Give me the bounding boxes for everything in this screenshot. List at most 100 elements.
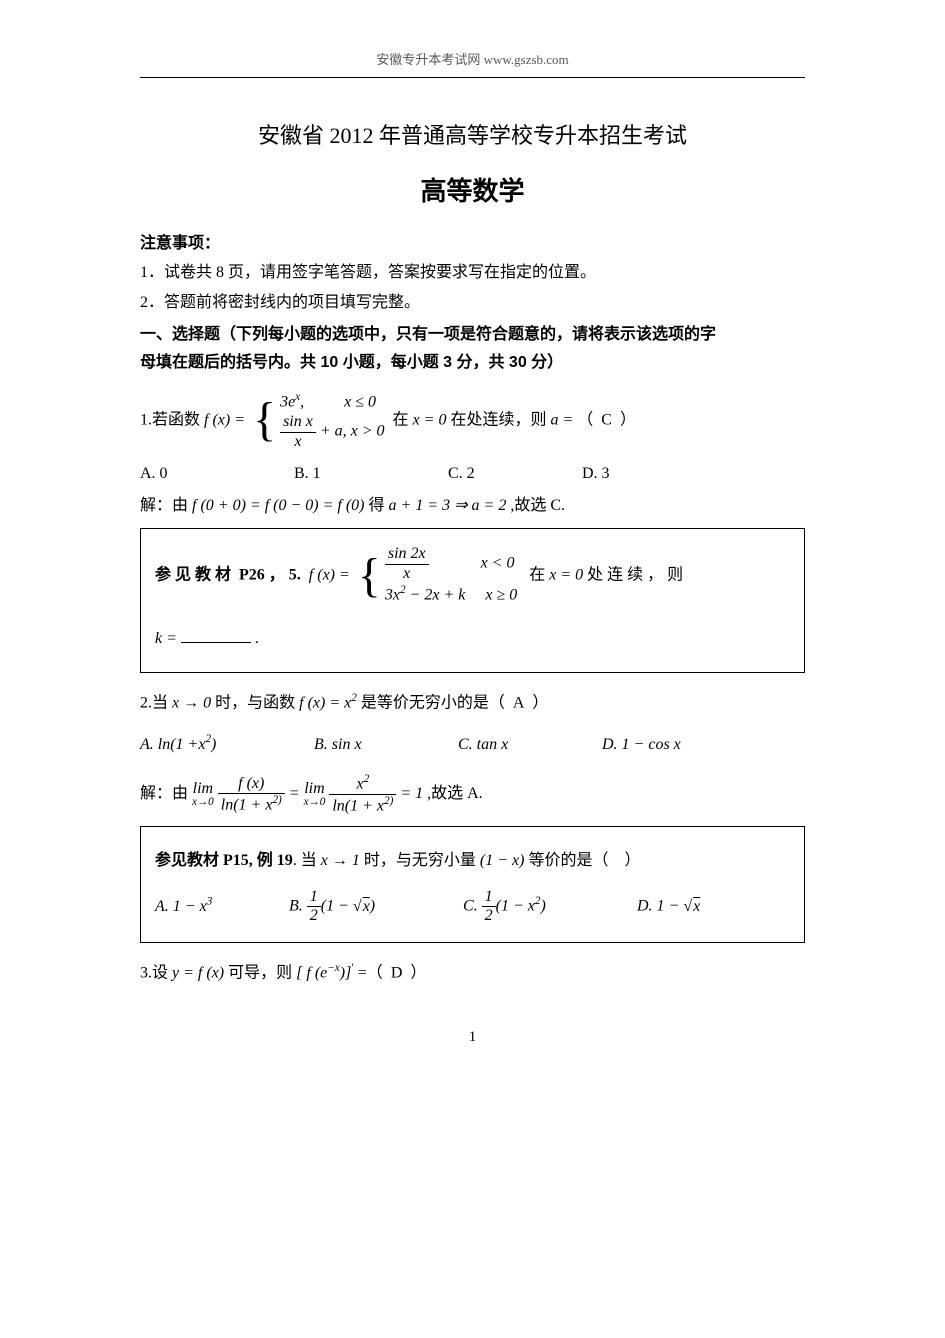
q3-prime: ′ <box>351 962 353 974</box>
fill-blank[interactable] <box>181 627 251 643</box>
ref2-xto: x → 1 <box>321 852 360 869</box>
page-number: 1 <box>140 1025 805 1049</box>
q3-eq: =（ <box>358 964 383 981</box>
q1-case2-num: sin x <box>280 413 316 432</box>
ref2-opt-b-l: B. <box>289 898 307 915</box>
q1-case1-cond: x ≤ 0 <box>344 393 376 410</box>
q1-case1-coeff: 3e <box>280 393 295 410</box>
q1-piecewise: { 3ex, x ≤ 0 sin x x + a, x > 0 <box>253 390 385 452</box>
q3-paren-r: ） <box>410 964 426 981</box>
q2-lim-label-2: lim <box>304 781 326 797</box>
q2-lim-1: lim x→0 <box>192 781 214 808</box>
q2-lim-sub-2: x→0 <box>304 797 326 808</box>
ref1-k-eq: k = <box>155 630 177 647</box>
q2-opt-a-l: A. ln(1 + <box>140 732 198 758</box>
ref2-sqrt-x2: x <box>692 898 700 915</box>
q2-options: A. ln(1 + x2) B. sin x C. tan x D. 1 − c… <box>140 731 805 757</box>
ref1-c1-frac: sin 2x x <box>385 545 429 583</box>
ref1-period: . <box>255 630 259 647</box>
q3-prefix: 3.设 <box>140 964 168 981</box>
q1-sol-suffix: ,故选 C. <box>510 497 565 514</box>
ref2-sqrt-x: x <box>362 898 370 915</box>
q3-bracket-r: )] <box>340 964 352 981</box>
q1-options: A. 0 B. 1 C. 2 D. 3 <box>140 461 805 487</box>
q2-eq-1: = <box>289 785 304 802</box>
reference-box-2: 参见教材 P15, 例 19. 当 x → 1 时，与无穷小量 (1 − x) … <box>140 826 805 943</box>
ref1-tail1: 在 <box>529 567 545 584</box>
q1-case2-frac: sin x x <box>280 413 316 451</box>
ref2-body2: 时，与无穷小量 <box>364 852 476 869</box>
question-2: 2.当 x → 0 时，与函数 f (x) = x2 是等价无穷小的是（ A ） <box>140 687 805 719</box>
ref2-body1: . 当 <box>293 852 317 869</box>
ref2-opt-d: D. 1 − x <box>637 898 700 915</box>
ref2-opt-c: C. 12(1 − x2) <box>463 888 633 926</box>
question-3: 3.设 y = f (x) 可导，则 [ f (e−x)]′ =（ D ） <box>140 957 805 989</box>
question-1: 1.若函数 f (x) = { 3ex, x ≤ 0 sin x x + a, … <box>140 390 805 452</box>
q2-frac-2: x2 ln(1 + x2) <box>329 773 396 815</box>
q1-tail3: 在处连续，则 <box>450 411 546 428</box>
q1-sol-mid: 得 <box>369 497 385 514</box>
q2-f2-den: ln(1 + x2) <box>329 795 396 816</box>
ref1-c1-den: x <box>385 565 429 583</box>
ref2-opt-a: A. 1 − x3 <box>155 889 285 924</box>
q1-tail1: 在 <box>393 411 409 428</box>
header-source: 安徽专升本考试网 www.gszsb.com <box>140 50 805 71</box>
ref1-tail3: 处连续，则 <box>587 567 687 584</box>
q3-answer: D <box>391 964 403 981</box>
q1-opt-d: D. 3 <box>582 461 610 487</box>
q1-case2-den: x <box>280 433 316 451</box>
q2-f2-num-a: x <box>356 776 363 793</box>
ref2-opt-a-e: 3 <box>207 895 213 907</box>
q1-paren-l: （ <box>577 411 593 428</box>
q2-lim-sub: x→0 <box>192 797 214 808</box>
exam-main-title: 安徽省 2012 年普通高等学校专升本招生考试 <box>140 118 805 153</box>
q2-opt-a-x: x <box>198 732 205 758</box>
q2-eq-one: = 1 <box>400 785 423 802</box>
q2-opt-a-r: ) <box>211 732 216 758</box>
q2-fx: f (x) = x <box>299 694 351 711</box>
q2-exp2: 2 <box>351 692 357 704</box>
ref2-opt-b-paren-r: ) <box>370 898 375 915</box>
ref2-opt-a-x: x <box>200 898 207 915</box>
q1-sol-eq: f (0 + 0) = f (0 − 0) = f (0) <box>192 497 365 514</box>
ref1-c2-rest: − 2x + k <box>406 587 466 604</box>
q2-sol-prefix: 解：由 <box>140 785 188 802</box>
ref1-piecewise: { sin 2x x x < 0 3x2 − 2x + k x ≥ 0 <box>358 545 517 607</box>
notes-heading: 注意事项： <box>140 231 805 257</box>
q2-lim-2: lim x→0 <box>304 781 326 808</box>
q3-negx: −x <box>327 962 340 974</box>
ref1-c1-cond: x < 0 <box>481 555 515 572</box>
header-divider <box>140 77 805 78</box>
q2-f2-den-a: ln(1 + x <box>332 797 384 814</box>
ref2-opt-b-paren: (1 − <box>321 898 353 915</box>
q3-bracket: [ f (e <box>296 964 327 981</box>
ref2-opt-c-l: C. <box>463 898 482 915</box>
section-1-heading: 一、选择题（下列每小题的选项中，只有一项是符合题意的，请将表示该选项的字 母填在… <box>140 321 805 375</box>
ref1-tail2: x = 0 <box>549 567 583 584</box>
q1-sol-eq2: a + 1 = 3 ⇒ a = 2 <box>389 497 507 514</box>
ref1-c2-cond: x ≥ 0 <box>485 587 517 604</box>
ref2-opt-b: B. 12(1 − x) <box>289 888 459 926</box>
q2-opt-b: B. sin x <box>314 732 454 758</box>
section-1-heading-line-1: 一、选择题（下列每小题的选项中，只有一项是符合题意的，请将表示该选项的字 <box>140 326 716 343</box>
q1-answer: C <box>601 411 612 428</box>
q2-f2-num-e: 2 <box>364 773 370 785</box>
q2-answer: A <box>513 694 525 711</box>
q2-solution: 解：由 lim x→0 f (x) ln(1 + x2) = lim x→0 x… <box>140 773 805 815</box>
q1-opt-c: C. 2 <box>448 461 578 487</box>
sqrt-icon <box>683 898 692 915</box>
ref2-opt-a-l: A. 1 − <box>155 898 200 915</box>
sqrt-icon <box>353 898 362 915</box>
ref2-expr: (1 − x) <box>480 852 525 869</box>
q2-f2-den-e: 2) <box>384 795 393 807</box>
q1-sol-prefix: 解：由 <box>140 497 188 514</box>
q2-lim-label: lim <box>192 781 214 797</box>
q1-tail4: a = <box>550 411 573 428</box>
ref1-page: P26 ， 5. <box>235 567 301 584</box>
q3-yeq: y = f (x) <box>172 964 224 981</box>
q1-case2-rest: + a, x > 0 <box>320 423 385 440</box>
q1-opt-b: B. 1 <box>294 461 444 487</box>
q2-frac-1: f (x) ln(1 + x2) <box>218 775 285 815</box>
q2-paren-r: ） <box>532 694 548 711</box>
exam-subject-title: 高等数学 <box>140 171 805 213</box>
